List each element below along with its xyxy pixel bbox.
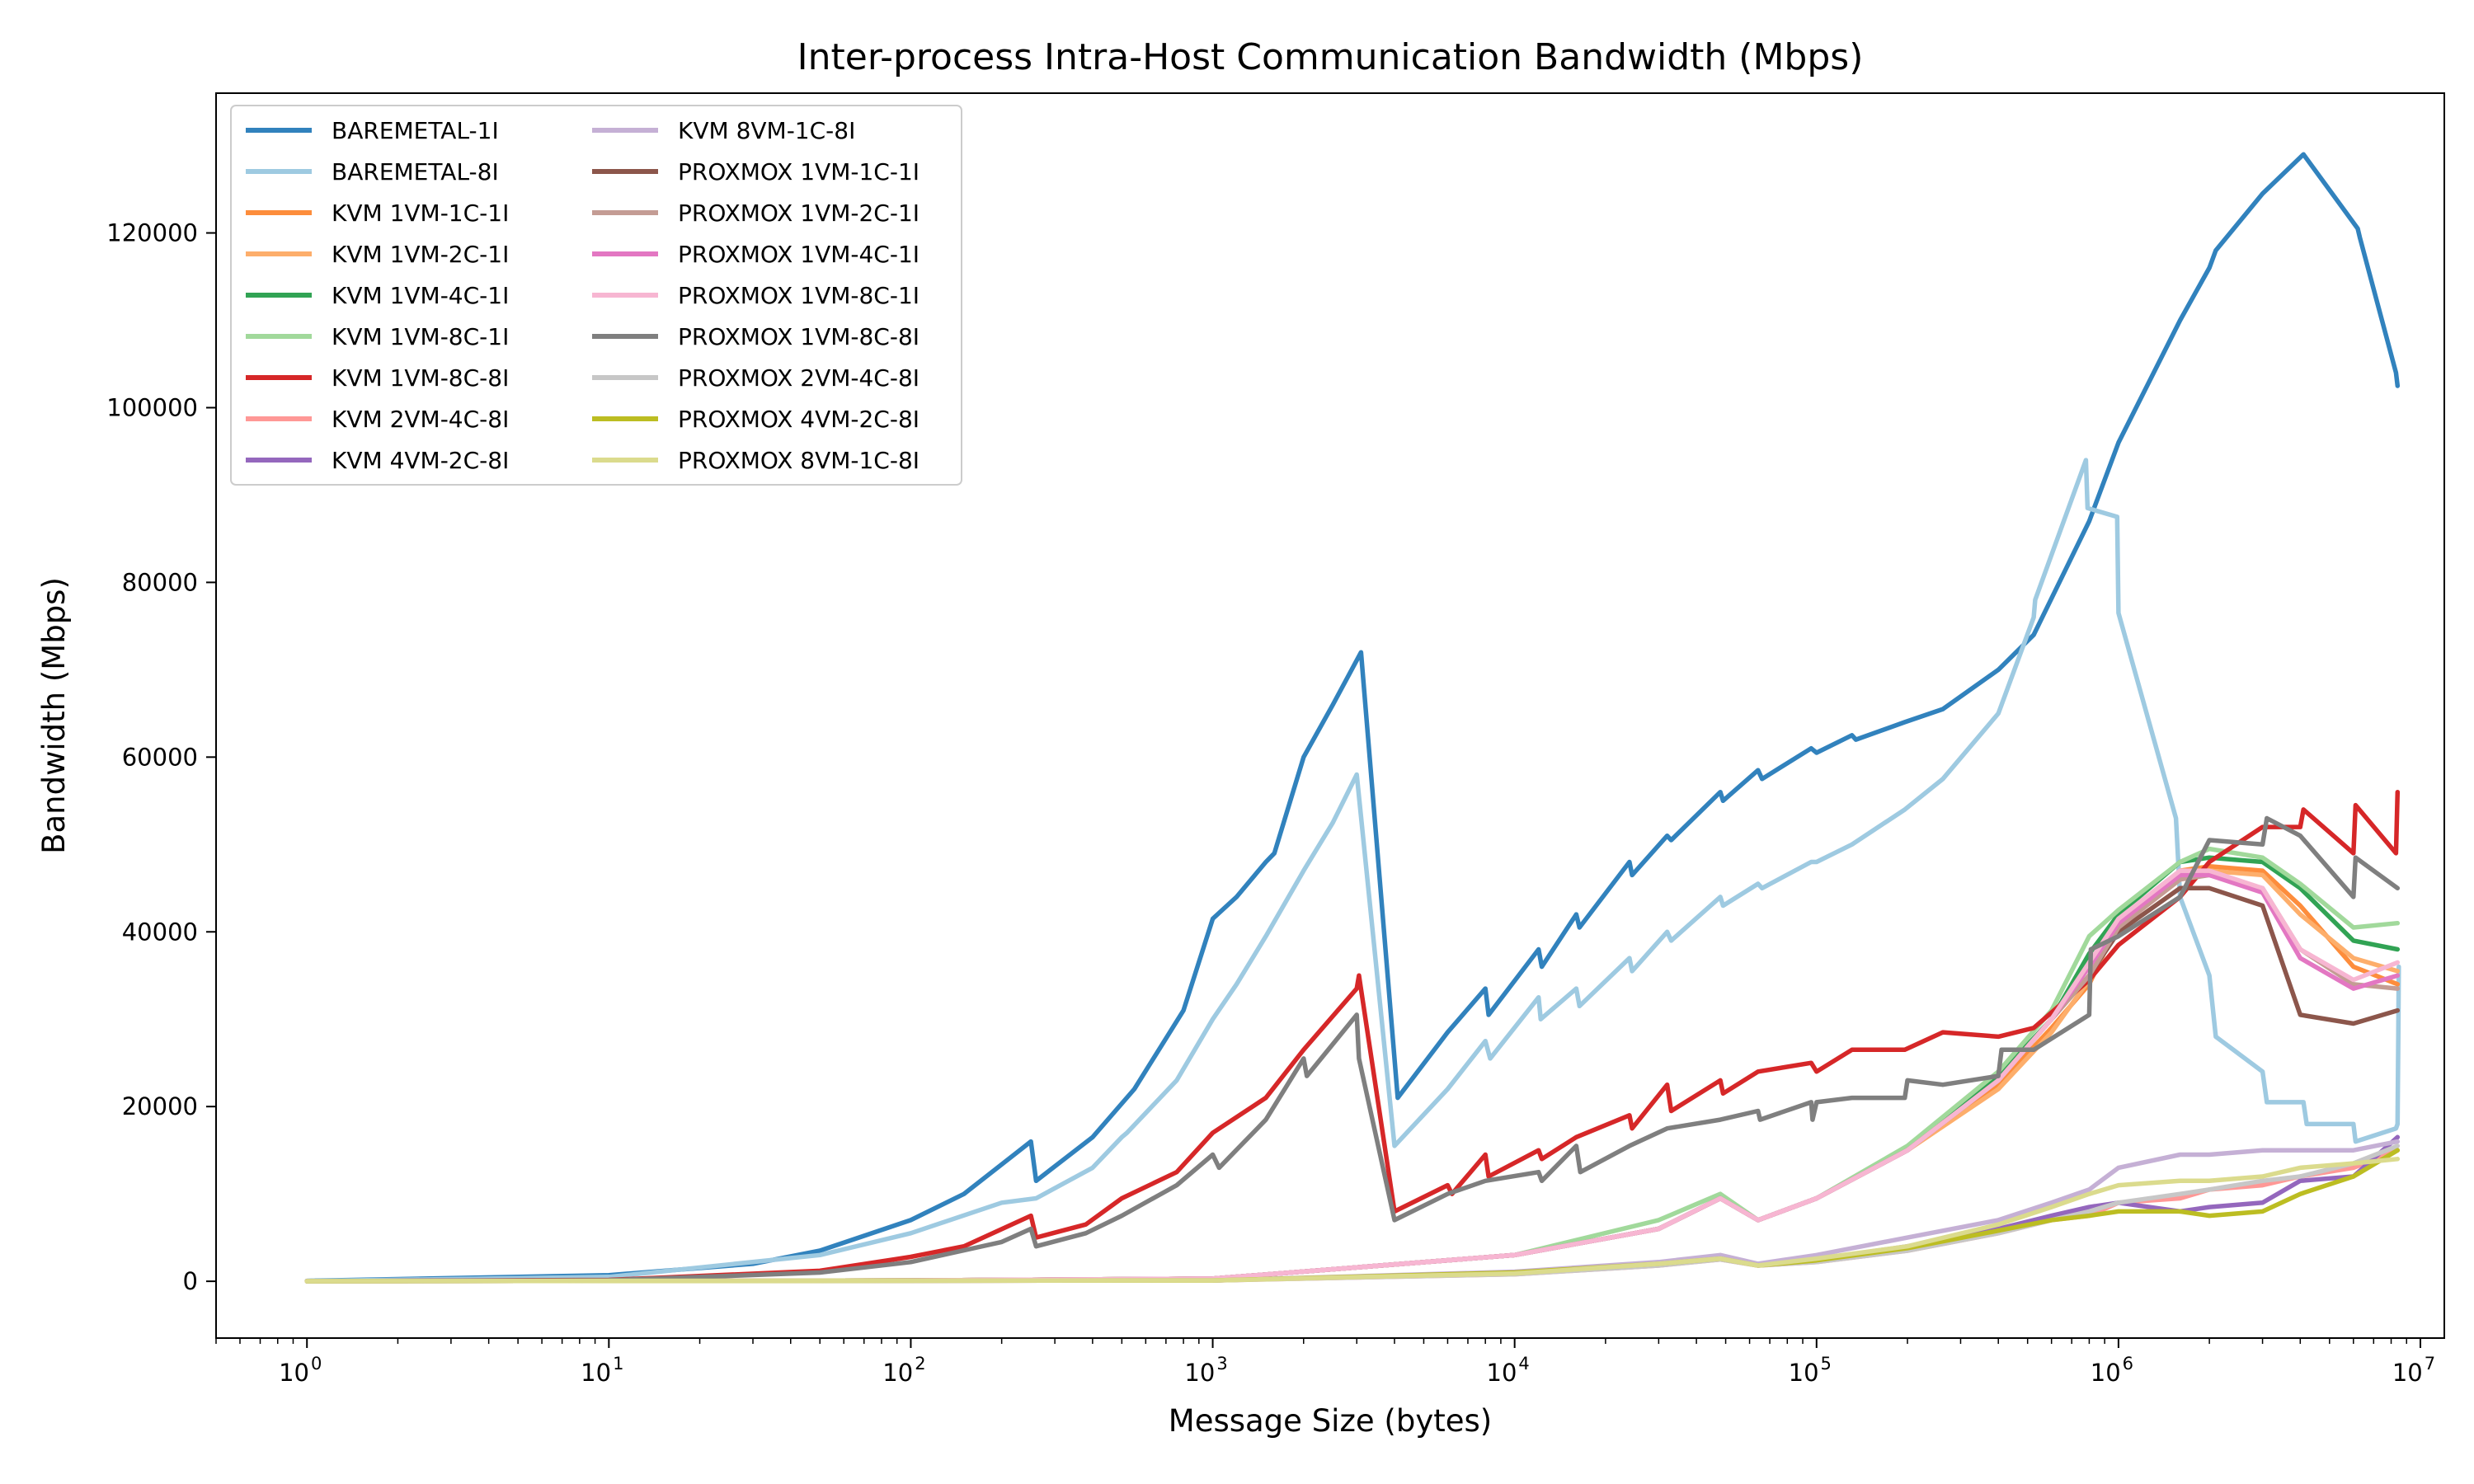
legend: BAREMETAL-1I BAREMETAL-8I KVM 1VM-1C-1I KVM… [230,105,962,486]
legend-label: KVM 1VM-8C-8I [332,364,509,392]
x-tick-label: 107 [2392,1354,2435,1387]
legend-label: KVM 1VM-8C-1I [332,323,509,350]
legend-label: KVM 8VM-1C-8I [678,117,855,144]
x-tick-exponent: 1 [613,1354,623,1374]
y-tick-label: 0 [183,1267,198,1295]
legend-label: PROXMOX 1VM-8C-1I [678,282,920,309]
y-tick-label: 100000 [106,393,198,421]
legend-label: KVM 2VM-4C-8I [332,406,509,433]
x-tick-exponent: 4 [1518,1354,1529,1374]
legend-label: KVM 1VM-2C-1I [332,241,509,268]
x-tick-exponent: 2 [915,1354,925,1374]
y-tick-label: 120000 [106,219,198,247]
x-tick-exponent: 3 [1216,1354,1227,1374]
legend-label: PROXMOX 8VM-1C-8I [678,447,920,474]
legend-label: PROXMOX 4VM-2C-8I [678,406,920,433]
legend-label: PROXMOX 1VM-2C-1I [678,200,920,227]
legend-label: PROXMOX 1VM-8C-8I [678,323,920,350]
legend-label: BAREMETAL-1I [332,117,499,144]
series-line-13 [304,868,2401,1284]
y-tick-label: 80000 [122,568,198,596]
y-tick-label: 20000 [122,1092,198,1120]
chart-title: Inter-process Intra-Host Communication B… [797,36,1864,78]
x-axis-label: Message Size (bytes) [1169,1403,1492,1439]
legend-label: PROXMOX 1VM-1C-1I [678,158,920,186]
x-tick-exponent: 7 [2425,1354,2435,1374]
series-line-1 [304,458,2401,1284]
series-line-14 [304,815,2401,1284]
legend-label: KVM 4VM-2C-8I [332,447,509,474]
series-layer [304,152,2401,1284]
legend-label: PROXMOX 2VM-4C-8I [678,364,920,392]
legend-label: KVM 1VM-1C-1I [332,200,509,227]
x-tick-exponent: 5 [1821,1354,1832,1374]
legend-label: BAREMETAL-8I [332,158,499,186]
y-axis-label: Bandwidth (Mbps) [36,577,72,854]
x-tick-label: 101 [581,1354,623,1387]
x-tick-exponent: 0 [311,1354,322,1374]
series-line-0 [304,152,2401,1284]
x-tick-exponent: 6 [2123,1354,2133,1374]
plot-frame [215,92,2445,1339]
series-line-17 [304,1157,2401,1284]
y-axis: 0 20000 40000 60000 80000 100000 120000 [106,219,216,1295]
legend-label: PROXMOX 1VM-4C-1I [678,241,920,268]
legend-label: KVM 1VM-4C-1I [332,282,509,309]
y-tick-label: 40000 [122,918,198,946]
x-tick-label: 104 [1487,1354,1530,1387]
y-tick-label: 60000 [122,743,198,771]
